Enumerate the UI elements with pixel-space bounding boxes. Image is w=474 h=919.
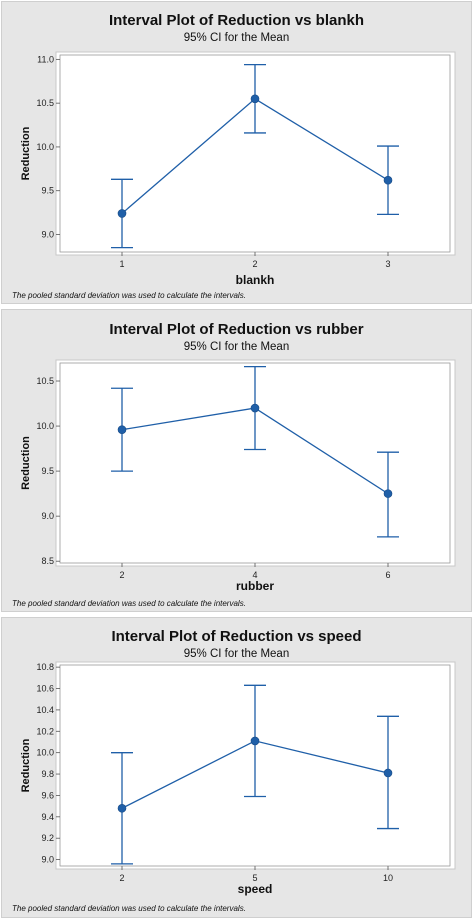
x-tick-label: 10: [383, 873, 393, 883]
x-tick-label: 6: [385, 570, 390, 580]
y-axis-label: Reduction: [20, 126, 32, 180]
x-tick-label: 1: [119, 259, 124, 269]
chart-subtitle: 95% CI for the Mean: [183, 32, 290, 44]
y-tick-label: 10.0: [36, 748, 54, 758]
x-axis-label: blankh: [236, 273, 275, 287]
chart-svg: 9.0 9.2 9.4 9.6 9.8 10.0 10.2 10.4 10.6 10.8 2 5 10 s…: [20, 661, 456, 896]
y-tick-label: 10.5: [36, 376, 54, 386]
x-tick-label: 5: [252, 873, 257, 883]
y-tick-label: 10.2: [36, 726, 54, 736]
y-tick-label: 10.6: [36, 684, 54, 694]
chart-title: Interval Plot of Reduction vs rubber: [109, 321, 364, 338]
chart-panel-rubber: Interval Plot of Reduction vs rubber 95%…: [1, 309, 472, 612]
chart-footnote: The pooled standard deviation was used t…: [12, 291, 246, 300]
x-axis-label: rubber: [236, 579, 274, 593]
x-tick-label: 2: [119, 873, 124, 883]
chart-panel-blankh: Interval Plot of Reduction vs blankh 95%…: [1, 1, 472, 304]
chart-subtitle: 95% CI for the Mean: [183, 648, 290, 660]
y-tick-label: 9.0: [41, 855, 54, 865]
y-tick-label: 10.8: [36, 662, 54, 672]
y-tick-label: 10.0: [36, 142, 54, 152]
mean-point: [117, 425, 127, 434]
mean-point: [250, 403, 260, 413]
y-tick-label: 9.5: [41, 466, 54, 476]
mean-point: [383, 489, 393, 498]
mean-point: [250, 736, 260, 746]
y-axis-label: Reduction: [20, 436, 32, 490]
x-tick-label: 2: [252, 259, 257, 269]
x-tick-label: 2: [119, 570, 124, 580]
y-tick-label: 9.2: [41, 833, 54, 843]
y-tick-label: 9.0: [41, 229, 54, 239]
x-tick-label: 3: [385, 259, 390, 269]
y-tick-label: 9.8: [41, 769, 54, 779]
y-tick-label: 8.5: [41, 556, 54, 566]
x-tick-label: 4: [252, 570, 257, 580]
chart-title: Interval Plot of Reduction vs speed: [111, 628, 362, 645]
chart-title: Interval Plot of Reduction vs blankh: [108, 12, 365, 29]
y-axis-label: Reduction: [20, 738, 32, 792]
mean-point: [250, 94, 260, 104]
x-axis-label: speed: [238, 882, 273, 896]
chart-svg: 9.0 9.5 10.0 10.5 11.0 1 2 3 blankh Reduction: [20, 51, 456, 287]
y-tick-label: 10.4: [36, 705, 54, 715]
y-tick-label: 9.4: [41, 812, 54, 822]
chart-panel-speed: Interval Plot of Reduction vs speed 95% …: [1, 617, 472, 918]
y-tick-label: 10.0: [36, 421, 54, 431]
y-tick-label: 9.6: [41, 790, 54, 800]
y-tick-label: 9.5: [41, 186, 54, 196]
chart-svg: 8.5 9.0 9.5 10.0 10.5 2 4 6 rubber Reduction: [20, 359, 456, 593]
y-tick-label: 10.5: [36, 98, 54, 108]
chart-footnote: The pooled standard deviation was used t…: [12, 599, 246, 608]
mean-point: [383, 768, 393, 778]
mean-point: [383, 175, 393, 185]
chart-subtitle: 95% CI for the Mean: [183, 341, 290, 353]
y-tick-label: 9.0: [41, 511, 54, 521]
chart-footnote: The pooled standard deviation was used t…: [12, 904, 246, 913]
mean-point: [117, 209, 127, 218]
y-tick-label: 11.0: [37, 54, 54, 64]
mean-point: [117, 803, 127, 813]
